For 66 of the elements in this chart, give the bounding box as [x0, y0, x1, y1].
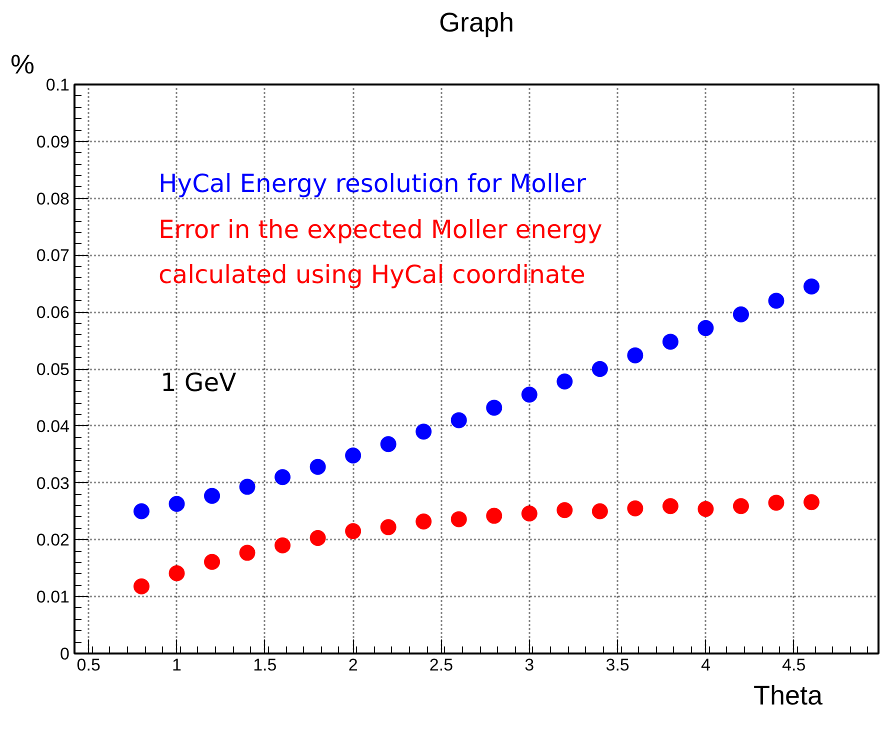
point — [732, 498, 749, 514]
y-tick-label: 0.09 — [36, 132, 70, 152]
x-tick-label: 3 — [524, 656, 534, 674]
point — [486, 508, 502, 524]
y-tick-label: 0.02 — [36, 530, 70, 550]
point — [274, 469, 291, 486]
y-tick-label: 0.05 — [36, 360, 70, 379]
text: Error in the expected Moller energy calculated using HyCal coordinate — [158, 215, 603, 289]
point — [134, 503, 150, 520]
x-tick-label: 1.5 — [253, 656, 277, 674]
point — [556, 374, 573, 390]
point — [627, 500, 644, 516]
point — [556, 502, 573, 518]
chart-title: Graph — [438, 8, 514, 38]
point — [345, 523, 362, 540]
point — [521, 506, 538, 522]
point — [168, 496, 185, 512]
y-tick-label: 0.07 — [36, 246, 70, 266]
y-tick-label: 0.01 — [36, 588, 70, 607]
x-tick-label: 4 — [700, 656, 710, 674]
point — [274, 537, 291, 554]
point — [204, 488, 220, 504]
x-tick-label: 0.5 — [76, 656, 100, 674]
point — [310, 530, 326, 546]
point — [168, 565, 185, 582]
point — [627, 347, 644, 364]
text: HyCal Energy resolution for Moller — [158, 169, 587, 198]
y-tick-label: 0.03 — [36, 474, 70, 493]
point — [310, 458, 326, 475]
point — [662, 498, 678, 514]
point — [768, 494, 784, 511]
point — [380, 436, 396, 452]
x-tick-label: 4.5 — [782, 656, 806, 674]
point — [804, 278, 820, 294]
point — [662, 334, 678, 350]
point — [416, 514, 432, 530]
point — [134, 578, 150, 594]
y-tick-label: 0.04 — [36, 416, 70, 436]
point — [592, 361, 608, 377]
x-tick-label: 1 — [172, 656, 182, 674]
point — [768, 292, 784, 309]
y-tick-label: 0.1 — [46, 76, 70, 94]
point — [698, 500, 714, 517]
point — [698, 320, 714, 336]
x-tick-label: 3.5 — [606, 656, 630, 674]
x-axis-title: Theta — [753, 680, 824, 710]
point — [416, 424, 432, 440]
point — [521, 386, 538, 403]
x-tick-label: 2.5 — [429, 656, 454, 674]
x-tick-label: 2 — [348, 656, 358, 674]
point — [239, 478, 256, 495]
point — [239, 544, 256, 561]
point — [450, 511, 467, 528]
point — [380, 519, 396, 536]
y-tick-label: 0.08 — [36, 189, 70, 208]
annotation: 1 GeV — [160, 368, 236, 397]
point — [592, 503, 608, 520]
point — [732, 306, 749, 322]
y-tick-label: 0 — [60, 644, 70, 664]
point — [804, 494, 820, 510]
y-axis-title: % — [10, 50, 35, 80]
y-tick-label: 0.06 — [36, 303, 70, 322]
point — [486, 400, 502, 416]
point — [204, 554, 220, 570]
point — [450, 412, 467, 428]
point — [345, 448, 362, 464]
